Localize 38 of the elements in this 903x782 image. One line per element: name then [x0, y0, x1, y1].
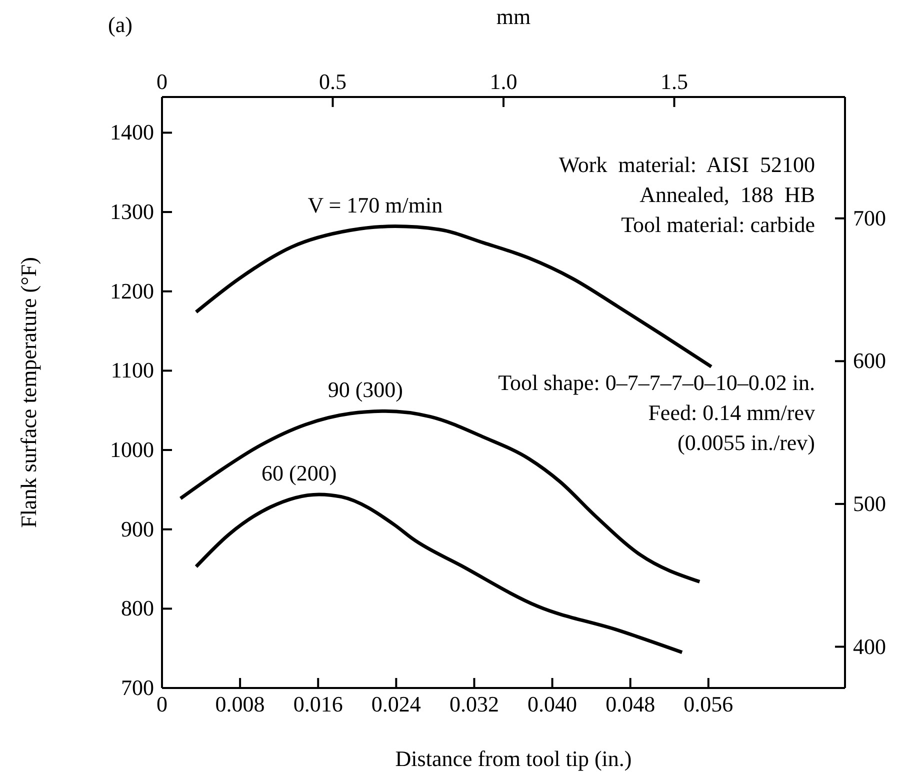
y-axis-title: Flank surface temperature (°F) — [16, 257, 41, 528]
y-tick-label: 700 — [121, 675, 154, 700]
y-tick-label: 1000 — [110, 437, 154, 462]
x-tick-label: 0.032 — [449, 692, 499, 717]
annotation: Feed: 0.14 mm/rev — [648, 400, 815, 425]
x2-tick-label: 0 — [156, 69, 168, 94]
y-tick-label: 1300 — [110, 199, 154, 224]
series-label: V = 170 m/min — [308, 192, 443, 218]
x-axis-title: Distance from tool tip (in.) — [395, 746, 632, 771]
line-series — [194, 492, 684, 654]
annotation: Annealed, 188 HB — [640, 182, 815, 207]
y-tick-label: 1400 — [110, 120, 154, 145]
annotation: Tool material: carbide — [621, 212, 815, 237]
x2-tick-label: 1.5 — [660, 69, 688, 94]
series-label: 90 (300) — [328, 377, 404, 402]
series-label: 60 (200) — [262, 460, 337, 486]
x-tick-label: 0.048 — [606, 692, 656, 717]
y-tick-label: 1200 — [110, 278, 154, 304]
y2-tick-label: 700 — [853, 205, 886, 230]
annotation: (0.0055 in./rev) — [678, 430, 815, 455]
x2-tick-label: 0.5 — [319, 69, 346, 94]
x2-tick-label: 1.0 — [490, 69, 518, 94]
x-tick-label: 0.024 — [371, 692, 421, 717]
x2-axis-title: mm — [496, 4, 531, 29]
y2-tick-label: 600 — [853, 348, 886, 374]
y-tick-label: 900 — [121, 516, 154, 542]
x-tick-label: 0.016 — [293, 692, 343, 717]
x-tick-label: 0.008 — [215, 692, 265, 717]
y-tick-label: 1100 — [110, 358, 154, 383]
y-tick-label: 800 — [121, 596, 154, 621]
annotation: Tool shape: 0–7–7–7–0–10–0.02 in. — [498, 370, 815, 395]
x-tick-label: 0 — [156, 692, 168, 717]
y2-tick-label: 400 — [853, 634, 886, 659]
x-tick-label: 0.040 — [528, 692, 578, 717]
chart-title: (a) — [108, 12, 132, 37]
y2-tick-label: 500 — [853, 490, 886, 516]
annotation: Work material: AISI 52100 — [558, 152, 815, 177]
x-tick-label: 0.056 — [684, 692, 734, 717]
